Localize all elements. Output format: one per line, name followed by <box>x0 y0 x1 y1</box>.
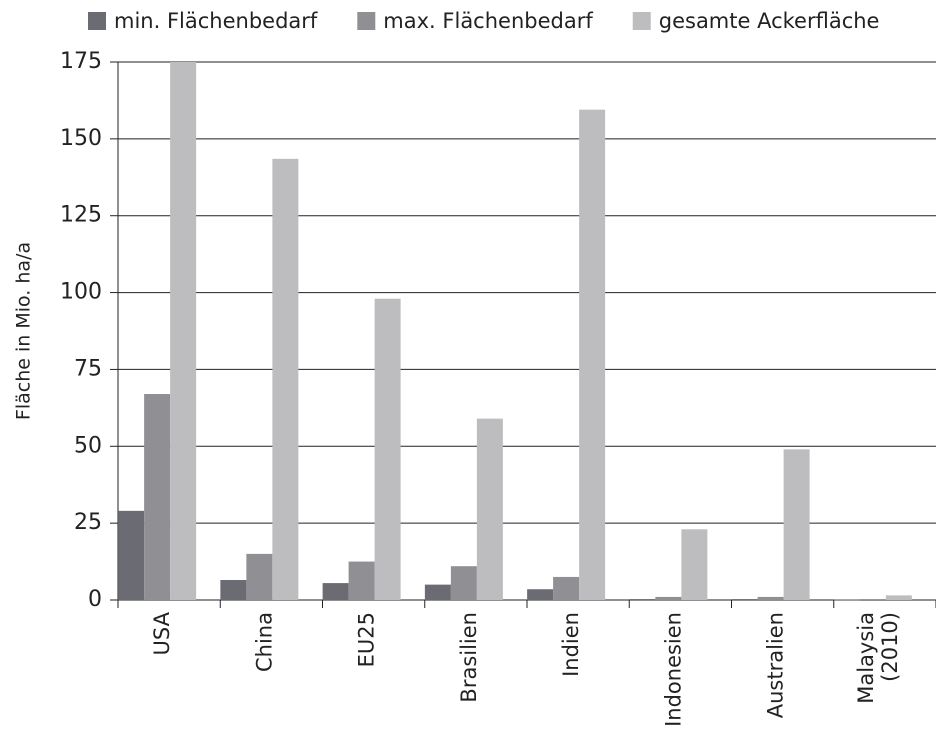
bar <box>681 529 708 600</box>
bar <box>118 510 145 600</box>
bar <box>527 589 554 600</box>
x-tick-label: USA <box>150 611 174 655</box>
legend-label: max. Flächenbedarf <box>383 9 593 33</box>
bar <box>450 566 477 600</box>
y-tick-label: 50 <box>74 433 102 458</box>
legend-swatch <box>357 12 376 30</box>
bar <box>783 449 810 600</box>
x-tick-label: Indien <box>559 612 583 677</box>
bar <box>220 580 247 600</box>
bar <box>859 599 886 600</box>
x-tick-label: Australien <box>764 612 788 718</box>
y-tick-label: 175 <box>60 49 102 74</box>
bar <box>424 584 451 600</box>
x-tick-label: Malaysia(2010) <box>854 612 902 704</box>
bar <box>170 62 197 600</box>
bar <box>579 109 606 600</box>
y-tick-label: 25 <box>74 510 102 535</box>
bar <box>476 418 503 600</box>
y-tick-label: 0 <box>88 587 102 612</box>
y-axis-label: Fläche in Mio. ha/a <box>13 242 35 420</box>
y-tick-label: 75 <box>74 356 102 381</box>
bar <box>553 576 580 600</box>
bar <box>246 553 273 600</box>
x-tick-label: EU25 <box>355 612 379 667</box>
bar <box>629 599 656 600</box>
bar <box>757 596 784 600</box>
bar <box>374 298 401 600</box>
y-tick-label: 125 <box>60 203 102 228</box>
bar <box>885 595 912 600</box>
bar <box>833 599 860 601</box>
bar <box>272 158 299 600</box>
x-tick-label: Brasilien <box>457 612 481 703</box>
y-tick-label: 150 <box>60 126 102 151</box>
x-tick-label: Indonesien <box>661 612 685 727</box>
legend-swatch <box>88 12 106 30</box>
bar <box>322 583 349 600</box>
legend-label: min. Flächenbedarf <box>114 9 318 33</box>
bar <box>348 561 375 600</box>
x-tick-label: China <box>252 612 276 672</box>
legend-swatch <box>632 12 651 30</box>
y-tick-label: 100 <box>60 280 102 305</box>
legend-label: gesamte Ackerfläche <box>659 9 880 33</box>
bar <box>731 599 758 600</box>
bar <box>655 596 682 600</box>
bar <box>144 394 171 600</box>
